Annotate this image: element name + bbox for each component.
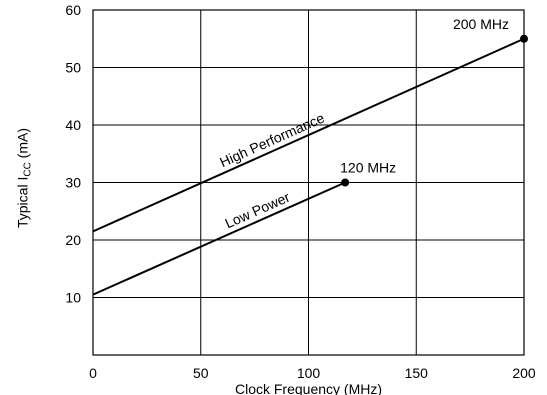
y-tick-label: 10 [65, 290, 81, 306]
y-tick-label: 50 [65, 60, 81, 76]
series-end-marker [341, 179, 349, 187]
series-line [93, 183, 345, 295]
y-axis-label-suffix: (mA) [15, 128, 31, 162]
y-tick-label: 60 [65, 2, 81, 18]
y-axis-label-prefix: Typical I [15, 177, 31, 228]
grid-lines [93, 10, 524, 355]
y-axis-label-subscript: CC [23, 162, 34, 176]
x-tick-label: 150 [405, 365, 429, 381]
x-tick-label: 0 [89, 365, 97, 381]
x-tick-label: 50 [193, 365, 209, 381]
series-end-marker [520, 35, 528, 43]
series-end-label: 120 MHz [340, 160, 396, 176]
y-tick-label: 30 [65, 175, 81, 191]
x-tick-label: 200 [512, 365, 536, 381]
x-tick-label: 100 [297, 365, 321, 381]
series-name-label: High Performance [217, 109, 327, 170]
y-tick-label: 40 [65, 117, 81, 133]
series-end-label: 200 MHz [453, 16, 509, 32]
x-axis-label: Clock Frequency (MHz) [235, 381, 382, 395]
tick-labels: 0 50 100 150 200 10 20 30 40 50 60 [65, 2, 535, 381]
y-tick-label: 20 [65, 232, 81, 248]
y-axis-label: Typical ICC (mA) [15, 128, 34, 228]
